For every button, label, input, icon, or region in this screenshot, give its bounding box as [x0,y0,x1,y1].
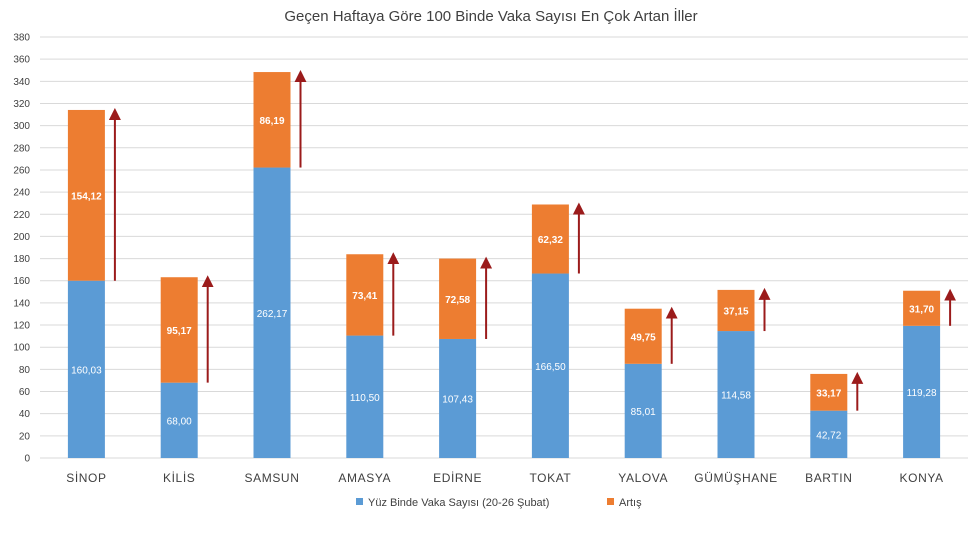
bar-base [67,280,105,458]
y-tick-label: 360 [13,55,30,66]
y-tick-label: 100 [13,343,30,354]
bar-base [810,410,848,458]
bar-increase [531,204,569,274]
legend: Yüz Binde Vaka Sayısı (20-26 Şubat) Artı… [356,497,642,509]
bar-increase [253,72,291,168]
bar-base [346,335,384,458]
bar-increase [439,258,477,339]
x-tick-label: EDİRNE [433,471,482,485]
y-tick-label: 40 [19,409,31,420]
x-tick-label: YALOVA [618,471,668,485]
y-tick-label: 280 [13,143,30,154]
data-label-increase: 72,58 [445,295,470,306]
data-label-increase: 62,32 [538,235,563,246]
legend-label-base: Yüz Binde Vaka Sayısı (20-26 Şubat) [368,497,549,509]
data-label-base: 110,50 [350,393,380,404]
data-label-increase: 31,70 [909,304,934,315]
data-label-base: 160,03 [71,365,102,376]
y-tick-label: 200 [13,232,30,243]
bar-increase [160,277,198,383]
data-label-increase: 86,19 [259,116,284,127]
data-label-base: 114,58 [721,391,751,402]
bar-base [439,338,477,458]
y-tick-label: 180 [13,254,30,265]
bar-increase [903,290,941,326]
x-tick-label: AMASYA [338,471,391,485]
bar-increase [346,254,384,336]
bar-base [160,382,198,458]
chart-title: Geçen Haftaya Göre 100 Binde Vaka Sayısı… [284,7,697,25]
legend-label-increase: Artış [619,497,642,509]
x-tick-label: GÜMÜŞHANE [694,471,777,485]
y-axis: 0 20 40 60 80 100 120 140 160 180 200 220 240 260 280 3… [13,33,30,465]
x-axis: SİNOP KİLİS SAMSUN AMASYA EDİRNE TOKAT YALOVA G… [66,471,943,485]
y-tick-label: 340 [13,77,30,88]
y-tick-label: 380 [13,33,30,44]
bars: 160,03 154,12 68,00 95,17 262,17 86,19 110,50 7… [67,72,941,458]
bar-base [253,167,291,458]
legend-swatch-base [356,498,363,505]
legend-swatch-increase [607,498,614,505]
bar-increase [810,373,848,411]
data-label-increase: 73,41 [352,291,377,302]
x-tick-label: SAMSUN [245,471,300,485]
bar-base [624,363,662,458]
data-label-increase: 95,17 [167,326,192,337]
data-label-base: 119,28 [907,388,937,399]
bar-increase [624,308,662,364]
data-label-base: 107,43 [442,394,473,405]
x-tick-label: BARTIN [805,471,852,485]
bar-increase [67,109,105,281]
y-tick-label: 260 [13,165,30,176]
bar-increase [717,289,755,332]
y-tick-label: 320 [13,99,30,110]
bar-base [531,273,569,458]
y-tick-label: 240 [13,188,30,199]
x-tick-label: KONYA [900,471,944,485]
y-tick-label: 220 [13,210,30,221]
x-tick-label: SİNOP [66,471,106,485]
data-label-base: 166,50 [535,362,566,373]
y-tick-label: 20 [19,431,31,442]
data-label-increase: 37,15 [723,306,748,317]
bar-base [903,325,941,458]
y-tick-label: 80 [19,365,31,376]
data-label-base: 68,00 [167,416,192,427]
y-tick-label: 120 [13,321,30,332]
y-tick-label: 300 [13,121,30,132]
data-label-increase: 154,12 [71,191,102,202]
x-tick-label: KİLİS [163,471,195,485]
bar-base [717,331,755,458]
y-tick-label: 160 [13,276,30,287]
data-label-increase: 33,17 [816,388,841,399]
data-label-base: 262,17 [257,309,288,320]
data-label-base: 85,01 [631,407,656,418]
increase-arrows [108,70,957,411]
x-tick-label: TOKAT [529,471,571,485]
data-label-base: 42,72 [816,430,841,441]
y-tick-label: 140 [13,298,30,309]
y-tick-label: 0 [24,454,30,465]
y-tick-label: 60 [19,387,31,398]
data-label-increase: 49,75 [631,332,656,343]
